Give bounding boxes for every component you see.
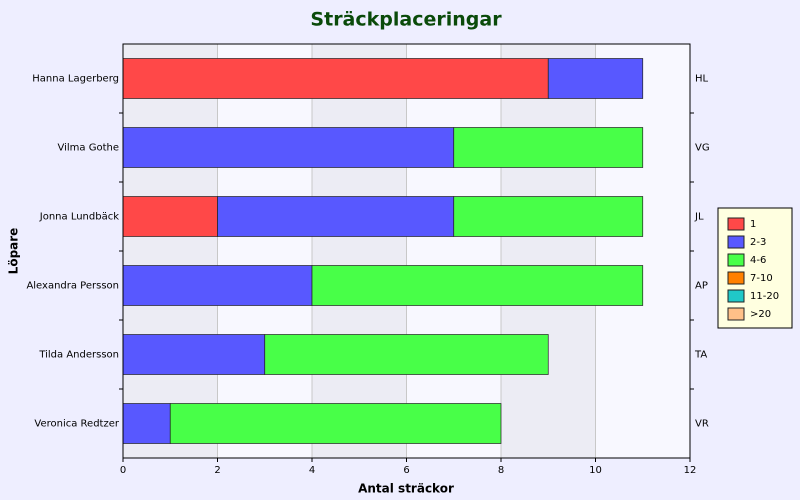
grid-band [123, 44, 218, 458]
y-tick-label: Jonna Lundbäck [39, 212, 119, 223]
x-axis-label: Antal sträckor [358, 482, 454, 496]
right-tick-label: VG [695, 143, 710, 154]
right-tick-label: HL [695, 74, 709, 85]
bar-segment [264, 334, 549, 375]
x-tick-label: 4 [309, 465, 315, 476]
x-tick-label: 8 [498, 465, 504, 476]
bar-segment [122, 196, 218, 237]
right-tick-label: VR [695, 419, 709, 430]
bar-segment [122, 58, 549, 99]
legend-swatch [727, 307, 745, 321]
y-tick-label: Tilda Andersson [38, 350, 119, 361]
y-tick-label: Veronica Redtzer [34, 419, 119, 430]
y-tick-label: Alexandra Persson [26, 281, 119, 292]
bar-segment [122, 265, 313, 306]
right-tick-label: AP [695, 281, 708, 292]
legend-swatch [727, 253, 745, 267]
legend-label: 2-3 [750, 237, 766, 248]
legend-label: 11-20 [750, 291, 779, 302]
bar-segment [122, 334, 266, 375]
legend-label: 7-10 [750, 273, 773, 284]
chart-title: Sträckplaceringar [310, 9, 502, 31]
bar-segment [169, 403, 502, 444]
legend-swatch [727, 271, 745, 285]
x-tick-label: 10 [589, 465, 602, 476]
right-tick-label: TA [694, 350, 707, 361]
y-tick-label: Hanna Lagerberg [32, 74, 119, 85]
x-tick-label: 6 [403, 465, 409, 476]
bar-segment [217, 196, 455, 237]
legend-label: 4-6 [750, 255, 766, 266]
y-axis-label: Löpare [7, 228, 21, 275]
plot-frame [122, 43, 691, 459]
y-tick-label: Vilma Gothe [57, 143, 119, 154]
legend-label: 1 [750, 219, 756, 230]
bar-segment [547, 58, 644, 99]
bar-segment [122, 403, 171, 444]
x-tick-label: 2 [214, 465, 220, 476]
legend-swatch [727, 289, 745, 303]
bar-segment [122, 127, 455, 168]
x-tick-label: 12 [684, 465, 697, 476]
grid-band [501, 44, 596, 458]
legend-swatch [727, 217, 745, 231]
bar-segment [453, 127, 644, 168]
bar-segment [453, 196, 644, 237]
right-tick-label: JL [694, 212, 704, 223]
bar-segment [311, 265, 644, 306]
legend-label: >20 [750, 309, 771, 320]
grid-band [312, 44, 407, 458]
x-tick-label: 0 [120, 465, 126, 476]
legend-swatch [727, 235, 745, 249]
